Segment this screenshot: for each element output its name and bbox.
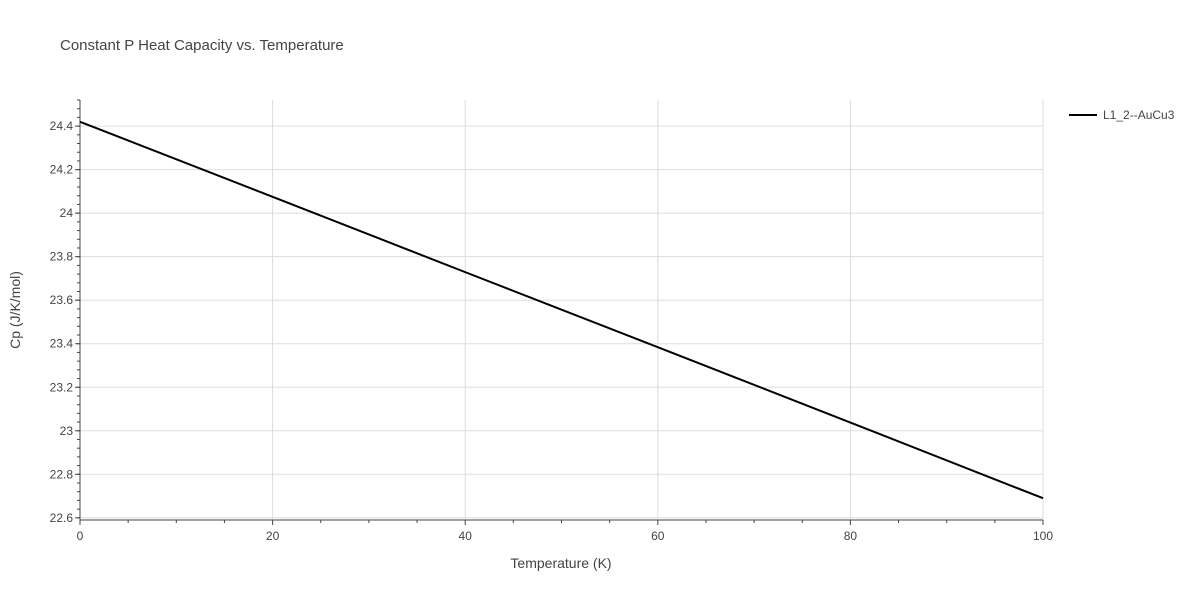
series-lines [79, 120, 1044, 500]
legend[interactable]: L1_2--AuCu3 [1069, 108, 1175, 122]
y-tick-label: 24.2 [50, 163, 74, 177]
y-tick-label: 22.6 [50, 511, 74, 525]
y-tick-label: 22.8 [50, 467, 74, 481]
x-tick-label: 0 [77, 529, 84, 543]
y-tick-label: 23.8 [50, 250, 74, 264]
x-tick-label: 100 [1033, 529, 1053, 543]
y-tick-label: 23.6 [50, 293, 74, 307]
x-tick-label: 60 [651, 529, 665, 543]
grid-lines [80, 100, 1044, 520]
y-axis-ticks: 22.6 22.8 23 23.2 23.4 23.6 23.8 24 24.2 24.4 [50, 99, 80, 525]
chart-title: Constant P Heat Capacity vs. Temperature [60, 37, 344, 54]
y-tick-label: 24 [60, 206, 74, 220]
y-tick-label: 23.4 [50, 337, 74, 351]
y-tick-label: 23 [60, 424, 74, 438]
series-line [79, 120, 1044, 500]
x-axis-ticks: 0 20 40 60 80 100 [77, 520, 1053, 543]
x-tick-label: 40 [459, 529, 473, 543]
y-axis-title: Cp (J/K/mol) [7, 271, 23, 349]
x-tick-label: 80 [844, 529, 858, 543]
x-tick-label: 20 [266, 529, 280, 543]
x-axis-title: Temperature (K) [510, 555, 611, 571]
legend-label: L1_2--AuCu3 [1103, 108, 1175, 122]
y-tick-label: 23.2 [50, 380, 74, 394]
y-tick-label: 24.4 [50, 119, 74, 133]
